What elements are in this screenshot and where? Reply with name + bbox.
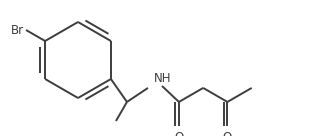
Text: NH: NH	[154, 72, 171, 85]
Text: O: O	[174, 131, 184, 136]
Text: Br: Br	[11, 24, 24, 36]
Text: O: O	[223, 131, 232, 136]
